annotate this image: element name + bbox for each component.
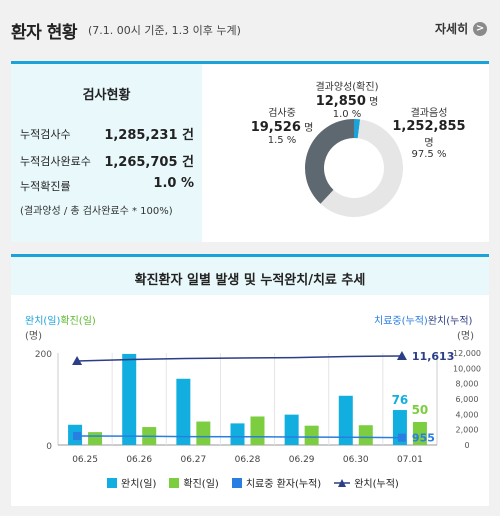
legend-item-released-daily[interactable]: 완치(일)	[107, 475, 156, 490]
negative-value: 1,252,855	[392, 119, 466, 134]
bar-confirmed-daily	[358, 425, 373, 445]
left-tick-label: 0	[46, 442, 52, 452]
positive-label: 결과양성(확진)	[315, 82, 379, 93]
bar-released-daily	[338, 395, 353, 445]
marker-released-cum	[72, 356, 83, 366]
trend-title-band	[11, 257, 489, 295]
label-treating-cum-last: 955	[412, 432, 435, 445]
chevron-right-icon: >	[473, 21, 488, 36]
bar-confirmed-daily	[88, 432, 103, 445]
stat-value-completed-tests: 1,265,705 건	[104, 155, 194, 170]
right-tick-label: 6,000	[456, 395, 479, 404]
positive-label-block: 결과양성(확진) 12,850 명 1.0 %	[292, 78, 402, 120]
bar-released-daily	[176, 378, 191, 445]
right-tick-label: 2,000	[456, 426, 479, 435]
negative-label: 결과음성	[410, 108, 448, 119]
testing-label-block: 검사중 19,526 명 1.5 %	[246, 104, 318, 146]
stat-note: (결과양성 / 총 검사완료수 * 100%)	[20, 206, 173, 217]
legend-item-confirmed-daily[interactable]: 확진(일)	[169, 475, 219, 490]
legend-swatch-released-daily	[107, 477, 117, 488]
positive-unit: 명	[369, 97, 379, 108]
left-tick-label: 200	[35, 350, 52, 360]
legend-label-released-daily: 완치(일)	[121, 479, 157, 490]
donut-slice-negative-light	[320, 119, 403, 217]
stat-value-positive-rate: 1.0 %	[153, 176, 194, 191]
test-stats-title: 검사현황	[82, 88, 131, 103]
bar-released-daily	[122, 353, 137, 445]
legend-label-released-cum: 완치(누적)	[354, 479, 399, 490]
positive-value: 12,850	[315, 94, 366, 109]
page-subtitle: (7.1. 00시 기준, 1.3 이후 누계)	[88, 24, 241, 37]
x-tick-label: 06.26	[126, 455, 152, 465]
page-title: 환자 현황	[11, 23, 77, 43]
trend-panel: 확진환자 일별 발생 및 누적완치/치료 추세 완치(일)확진(일) (명) 치…	[11, 254, 489, 506]
trend-legend: 완치(일) 확진(일) 치료중 환자(누적) 완치(누적)	[107, 475, 399, 490]
legend-label-treating-cum: 치료중 환자(누적)	[245, 479, 322, 490]
test-stats: 검사현황 누적검사수 1,285,231 건 누적검사완료수 1,265,705…	[11, 64, 202, 242]
label-released-cum-last: 11,613	[412, 350, 454, 363]
testing-pct: 1.5 %	[267, 135, 297, 146]
negative-unit: 명	[424, 138, 434, 149]
x-tick-label: 06.30	[343, 455, 369, 465]
x-tick-label: 06.25	[72, 455, 98, 465]
test-result-donut: 결과양성(확진) 12,850 명 1.0 % 검사중 19,526 명 1.5…	[202, 64, 489, 242]
test-status-panel: 검사현황 누적검사수 1,285,231 건 누적검사완료수 1,265,705…	[11, 61, 489, 242]
left-axis-title-released: 완치(일)	[25, 316, 61, 327]
right-axis-title-released: 완치(누적)	[427, 316, 473, 327]
legend-label-confirmed-daily: 확진(일)	[183, 479, 219, 490]
donut-slice-negative	[305, 119, 354, 204]
right-tick-label: 10,000	[453, 364, 481, 373]
testing-label: 검사중	[268, 108, 296, 119]
donut-chart	[305, 119, 403, 217]
left-axis-unit: (명)	[25, 331, 43, 342]
left-axis-title: 완치(일)확진(일)	[25, 312, 96, 327]
right-tick-label: 12,000	[453, 349, 481, 358]
marker-released-cum	[396, 350, 407, 360]
bar-released-daily	[284, 414, 299, 445]
line-released-cum	[77, 355, 402, 362]
label-released-daily-last: 76	[392, 393, 409, 407]
testing-value: 19,526	[250, 120, 301, 135]
donut-slice-positive	[354, 119, 361, 139]
testing-unit: 명	[304, 123, 314, 134]
line-treating-cum	[77, 435, 402, 439]
legend-swatch-treating-cum	[231, 477, 242, 488]
legend-item-treating-cum[interactable]: 치료중 환자(누적)	[231, 475, 322, 490]
right-tick-label: 0	[464, 441, 469, 450]
marker-treating-cum	[73, 431, 82, 440]
x-tick-label: 07.01	[397, 455, 423, 465]
x-tick-label: 06.28	[235, 455, 261, 465]
right-axis-title-treating: 치료중(누적)	[374, 316, 428, 327]
right-axis-title: 치료중(누적)완치(누적)	[374, 312, 472, 327]
right-axis-unit: (명)	[457, 331, 475, 342]
negative-label-block: 결과음성 1,252,855 명 97.5 %	[388, 104, 470, 160]
bar-confirmed-daily	[196, 421, 211, 445]
label-confirmed-daily-last: 50	[412, 403, 429, 417]
more-button[interactable]: 자세히 >	[435, 20, 488, 37]
bar-confirmed-daily	[304, 425, 319, 445]
positive-pct: 1.0 %	[332, 109, 362, 120]
stat-label-completed-tests: 누적검사완료수	[20, 155, 91, 168]
right-tick-label: 8,000	[456, 380, 479, 389]
x-tick-label: 06.27	[180, 455, 206, 465]
bar-released-daily	[230, 423, 245, 445]
trend-title: 확진환자 일별 발생 및 누적완치/치료 추세	[134, 273, 366, 288]
stat-value-total-tests: 1,285,231 건	[104, 128, 194, 143]
bar-confirmed-daily	[412, 422, 427, 445]
trend-chart: 0 200 0 2,000 4,000 6,000 8,000 10,000 12,000 06.…	[35, 349, 481, 465]
negative-pct: 97.5 %	[411, 149, 447, 160]
right-tick-label: 4,000	[456, 410, 479, 419]
stat-label-total-tests: 누적검사수	[20, 128, 71, 141]
bar-confirmed-daily	[250, 416, 265, 445]
legend-swatch-confirmed-daily	[169, 477, 180, 488]
legend-swatch-released-cum	[334, 478, 351, 487]
stat-label-positive-rate: 누적확진률	[20, 180, 71, 193]
marker-treating-cum	[397, 433, 406, 442]
x-tick-label: 06.29	[289, 455, 315, 465]
header: 환자 현황 (7.1. 00시 기준, 1.3 이후 누계) 자세히 >	[0, 0, 500, 56]
more-button-label: 자세히	[435, 22, 469, 36]
left-axis-title-confirmed: 확진(일)	[60, 316, 96, 327]
legend-item-released-cum[interactable]: 완치(누적)	[334, 475, 399, 490]
